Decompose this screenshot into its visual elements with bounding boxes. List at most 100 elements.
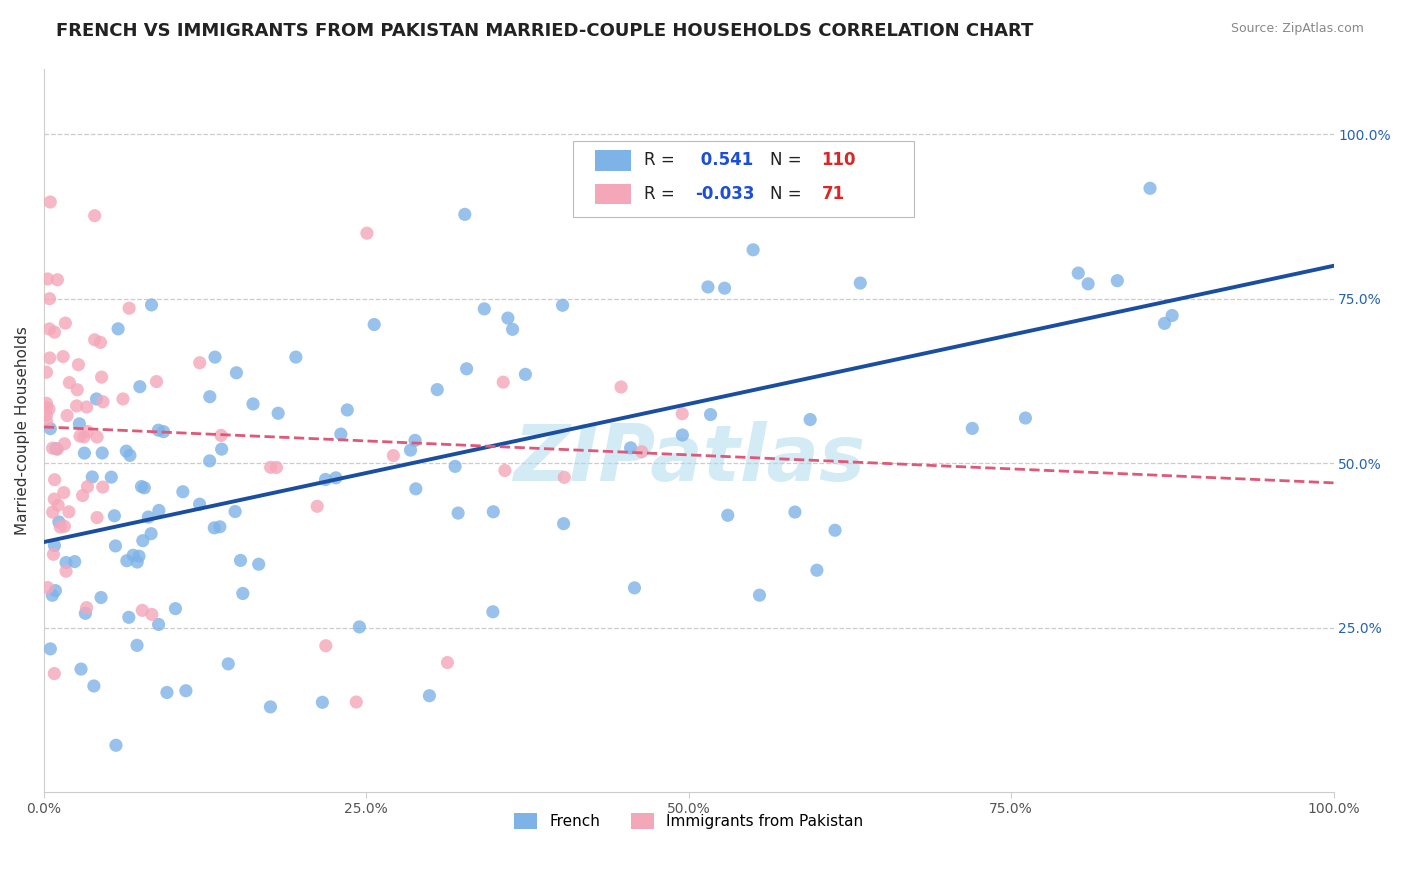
Point xyxy=(148,423,170,437)
Point xyxy=(76,600,98,615)
Point xyxy=(496,311,519,326)
Point xyxy=(82,470,104,484)
Point xyxy=(100,470,122,484)
Point xyxy=(83,209,105,223)
Point xyxy=(806,563,828,577)
Point xyxy=(55,564,77,578)
Point xyxy=(259,699,281,714)
Point xyxy=(849,276,872,290)
Point xyxy=(56,409,79,423)
Point xyxy=(311,695,333,709)
Point xyxy=(118,301,141,316)
Point xyxy=(775,176,797,190)
Point xyxy=(502,322,524,336)
Point xyxy=(748,588,770,602)
Point xyxy=(382,449,405,463)
Point xyxy=(63,555,86,569)
Point xyxy=(38,292,60,306)
Point xyxy=(55,556,77,570)
Text: 71: 71 xyxy=(821,185,845,202)
Point xyxy=(91,480,114,494)
Point xyxy=(188,356,211,370)
Point xyxy=(472,301,495,316)
Point xyxy=(344,695,367,709)
Point xyxy=(45,442,67,456)
Point xyxy=(122,549,145,563)
Point xyxy=(204,350,226,364)
Point xyxy=(53,519,76,533)
Point xyxy=(174,683,197,698)
Point xyxy=(515,368,537,382)
Point xyxy=(232,586,254,600)
Point xyxy=(799,412,821,426)
Point xyxy=(38,322,60,336)
Point xyxy=(35,400,58,414)
Point xyxy=(86,392,108,406)
Point xyxy=(494,463,516,477)
Point xyxy=(73,446,96,460)
Point xyxy=(1067,266,1090,280)
Point xyxy=(76,480,98,494)
Point xyxy=(66,383,89,397)
Text: Source: ZipAtlas.com: Source: ZipAtlas.com xyxy=(1230,22,1364,36)
Point xyxy=(156,685,179,699)
Point xyxy=(67,417,90,431)
Point xyxy=(38,351,60,365)
Point xyxy=(454,207,477,221)
Point xyxy=(145,375,167,389)
Point xyxy=(44,666,66,681)
Point xyxy=(67,358,90,372)
Point xyxy=(148,503,170,517)
Point xyxy=(125,638,148,652)
Point xyxy=(65,399,87,413)
Point xyxy=(284,350,307,364)
Point xyxy=(211,442,233,457)
Point xyxy=(86,510,108,524)
Legend: French, Immigrants from Pakistan: French, Immigrants from Pakistan xyxy=(508,806,869,835)
Point xyxy=(89,335,111,350)
Point xyxy=(58,376,80,390)
Point xyxy=(208,520,231,534)
Point xyxy=(224,504,246,518)
Point xyxy=(139,526,162,541)
Point xyxy=(48,515,70,529)
Point xyxy=(35,414,58,428)
Text: N =: N = xyxy=(770,152,807,169)
Point xyxy=(247,558,270,572)
Point xyxy=(783,505,806,519)
Text: FRENCH VS IMMIGRANTS FROM PAKISTAN MARRIED-COUPLE HOUSEHOLDS CORRELATION CHART: FRENCH VS IMMIGRANTS FROM PAKISTAN MARRI… xyxy=(56,22,1033,40)
Point xyxy=(132,533,155,548)
Point xyxy=(630,444,652,458)
Point xyxy=(107,322,129,336)
Point xyxy=(52,485,75,500)
Point xyxy=(404,434,426,448)
Point xyxy=(73,430,96,444)
Point xyxy=(141,298,163,312)
Point xyxy=(325,471,347,485)
Point xyxy=(623,581,645,595)
Point xyxy=(198,390,221,404)
Text: N =: N = xyxy=(770,185,807,202)
Point xyxy=(152,425,174,439)
Point xyxy=(713,281,735,295)
Point xyxy=(72,489,94,503)
FancyBboxPatch shape xyxy=(595,184,631,203)
Point xyxy=(37,272,59,286)
Point xyxy=(242,397,264,411)
Point xyxy=(426,383,449,397)
Point xyxy=(86,430,108,444)
Point xyxy=(39,422,62,436)
Point xyxy=(35,396,58,410)
Point xyxy=(620,441,643,455)
Point xyxy=(551,298,574,312)
Point xyxy=(148,617,170,632)
Point xyxy=(91,394,114,409)
Point xyxy=(83,679,105,693)
Point xyxy=(315,473,337,487)
Point xyxy=(41,441,63,455)
Point xyxy=(69,429,91,443)
Point xyxy=(41,588,63,602)
Point xyxy=(91,446,114,460)
Point xyxy=(492,375,515,389)
Point xyxy=(1139,181,1161,195)
